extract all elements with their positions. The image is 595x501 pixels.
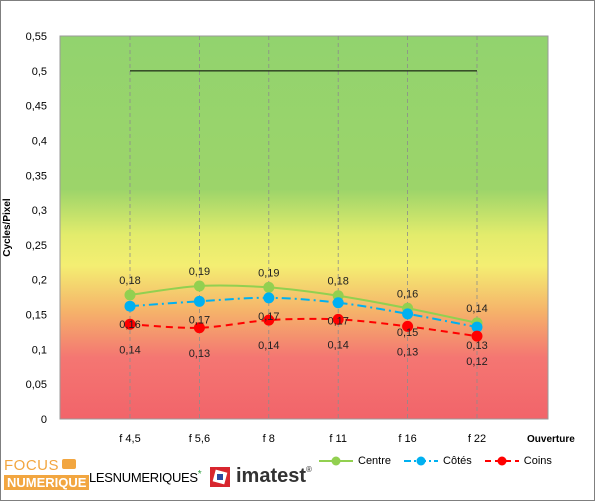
y-tick-label: 0,25 [26, 240, 47, 252]
legend-swatch [484, 456, 519, 466]
series-point [402, 320, 414, 332]
data-label: 0,16 [397, 288, 418, 300]
branding: FOCUS NUMERIQUE LESNUMERIQUES* imatest® [4, 455, 312, 495]
series-layer [124, 280, 483, 342]
data-label: 0,18 [327, 276, 348, 288]
data-label: 0,14 [258, 340, 279, 352]
legend-label: Centre [358, 455, 392, 467]
x-tick-label: f 22 [468, 433, 486, 445]
data-label: 0,19 [189, 266, 210, 278]
imatest-logo: imatest® [236, 465, 312, 488]
series-point [263, 314, 275, 326]
x-tick-label: f 11 [329, 433, 347, 445]
data-label: 0,18 [119, 275, 140, 287]
lesnumeriques-text: LESNUMERIQUES [89, 470, 198, 485]
y-tick-label: 0,5 [32, 66, 47, 78]
x-axis: f 4,5 f 5,6 f 8 f 11 f 16 f 22 [119, 433, 486, 445]
data-label: 0,12 [466, 356, 487, 368]
grid [59, 35, 549, 420]
data-label: 0,17 [189, 314, 210, 326]
data-label: 0,14 [119, 344, 140, 356]
x-tick-label: f 5,6 [189, 433, 210, 445]
legend: Centre Côtés Coins [318, 455, 552, 467]
imatest-text: imatest [236, 465, 307, 487]
data-label: 0,15 [397, 327, 418, 339]
lesnumeriques-mark: * [197, 469, 202, 480]
x-tick-label: f 4,5 [119, 433, 140, 445]
series-point [471, 330, 483, 342]
series-point [124, 300, 136, 312]
plot-border [59, 35, 549, 420]
series-point [124, 318, 136, 330]
series-point [332, 297, 344, 309]
series-point [332, 313, 344, 325]
series-line-0 [129, 284, 478, 324]
y-tick-label: 0,55 [26, 31, 47, 43]
focus-numerique-logo: FOCUS [4, 457, 76, 474]
series-point [193, 322, 205, 334]
series-point [263, 281, 275, 293]
legend-item: Centre [318, 455, 391, 467]
y-axis-title: Cycles/Pixel [2, 198, 13, 257]
x-tick-label: f 16 [398, 433, 416, 445]
data-label: 0,16 [119, 319, 140, 331]
data-label: 0,14 [327, 339, 348, 351]
series-point [193, 295, 205, 307]
y-tick-label: 0,35 [26, 170, 47, 182]
series-point [263, 292, 275, 304]
legend-label: Coins [523, 455, 552, 467]
imatest-reg-mark: ® [306, 465, 312, 474]
data-label: 0,13 [466, 340, 487, 352]
series-point [402, 308, 414, 320]
plot-area [60, 36, 548, 419]
data-label: 0,19 [258, 267, 279, 279]
y-tick-label: 0,4 [32, 135, 47, 147]
series-point [471, 321, 483, 333]
data-labels: 0,18 0,19 0,19 0,18 0,16 0,14 0,16 0,17 0,17 0,17… [119, 266, 487, 368]
legend-item: Coins [484, 455, 552, 467]
focus-text: FOCUS [4, 457, 59, 474]
lesnumeriques-logo: LESNUMERIQUES* [89, 469, 202, 485]
series-line-2 [129, 317, 478, 338]
camera-icon [62, 459, 76, 469]
data-label: 0,14 [466, 303, 487, 315]
data-label: 0,17 [258, 311, 279, 323]
y-axis: 0 0,05 0,1 0,15 0,2 0,25 0,3 0,35 0,4 0,45 0,5 0,55 [26, 31, 47, 426]
y-tick-label: 0,1 [32, 344, 47, 356]
numerique-text: NUMERIQUE [4, 475, 90, 490]
y-tick-label: 0,05 [26, 379, 47, 391]
series-line-1 [129, 296, 478, 329]
series-point [124, 289, 136, 301]
y-tick-label: 0 [41, 414, 47, 426]
y-tick-label: 0,45 [26, 101, 47, 113]
imatest-icon [210, 467, 230, 487]
legend-swatch [404, 456, 439, 466]
data-label: 0,13 [189, 348, 210, 360]
legend-item: Côtés [403, 455, 472, 467]
series-point [193, 280, 205, 292]
data-label: 0,13 [397, 346, 418, 358]
y-tick-label: 0,2 [32, 275, 47, 287]
data-label: 0,17 [327, 316, 348, 328]
x-axis-title: Ouverture [527, 434, 575, 445]
y-tick-label: 0,15 [26, 310, 47, 322]
y-tick-label: 0,3 [32, 205, 47, 217]
legend-swatch [319, 456, 353, 466]
legend-label: Côtés [443, 455, 472, 467]
x-tick-label: f 8 [263, 433, 275, 445]
